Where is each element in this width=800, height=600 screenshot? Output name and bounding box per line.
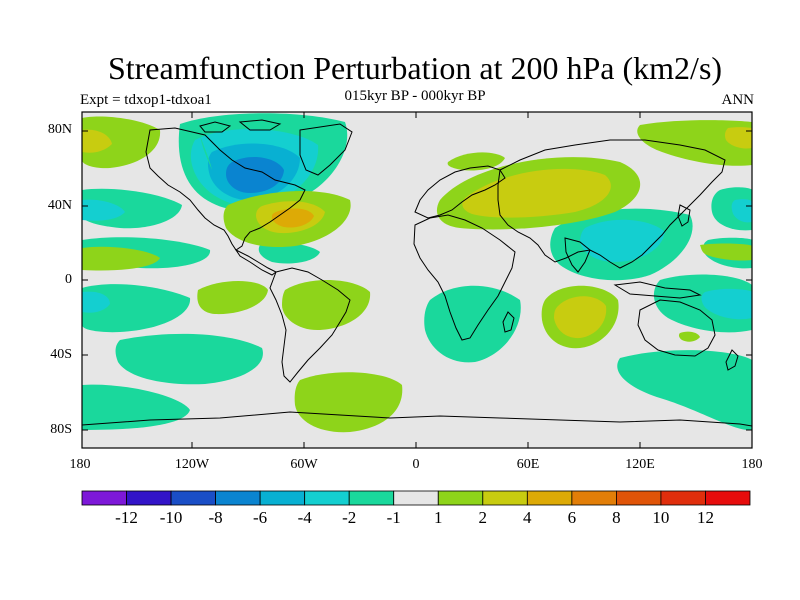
contour-pos-europe bbox=[447, 152, 505, 171]
colorbar-box bbox=[571, 490, 617, 506]
coast-australia bbox=[637, 299, 716, 357]
coast-south-america bbox=[269, 267, 351, 383]
coast-arctic-islands bbox=[199, 119, 282, 133]
contour-neg-north-pacific-inner bbox=[82, 199, 125, 221]
colorbar-box bbox=[170, 490, 217, 506]
contour-neg-north-america-center bbox=[226, 156, 284, 193]
lon-ticks bbox=[191, 112, 641, 448]
colorbar-box bbox=[705, 490, 751, 506]
coast-india bbox=[564, 237, 591, 273]
colorbar-box bbox=[215, 490, 261, 506]
contour-neg-nw-pacific-inner bbox=[731, 199, 752, 223]
lat-label-80n: 80N bbox=[47, 122, 72, 137]
contour-neg-south-pacific-west-inner bbox=[82, 291, 110, 313]
contour-pos-arctic-east bbox=[637, 120, 752, 166]
lon-label-60e: 60E bbox=[516, 457, 540, 472]
contour-pos-indian-ocean-inner bbox=[554, 296, 607, 339]
contour-pos-west-pacific-tropics bbox=[700, 243, 752, 261]
contour-neg-south-pacific-west bbox=[82, 284, 191, 333]
coast-north-america bbox=[145, 127, 306, 251]
colorbar-tick-label: 8 bbox=[612, 508, 621, 527]
colorbar-tick-label: -6 bbox=[253, 508, 268, 527]
contour-neg-southern-ocean-east bbox=[617, 350, 752, 431]
contour-fill-layer bbox=[82, 113, 752, 433]
contour-pos-arctic-east-inner bbox=[724, 127, 752, 149]
colorbar-box bbox=[81, 490, 127, 506]
coast-antarctica bbox=[82, 411, 752, 427]
colorbar-tick-label: -12 bbox=[115, 508, 138, 527]
lon-label-180w: 180 bbox=[69, 457, 91, 472]
colorbar-tick-label: -4 bbox=[297, 508, 312, 527]
colorbar-tick-label: -8 bbox=[208, 508, 223, 527]
lon-label-120e: 120E bbox=[625, 457, 655, 472]
contour-pos-arctic-west-inner bbox=[82, 129, 112, 153]
lon-label-180e: 180 bbox=[741, 457, 763, 472]
colorbar-tick-label: 2 bbox=[478, 508, 488, 527]
colorbar-box bbox=[348, 490, 395, 506]
lat-label-eq: 0 bbox=[65, 272, 72, 287]
colorbar-tick-label: 10 bbox=[652, 508, 670, 527]
contour-pos-eurasia-inner bbox=[462, 168, 611, 218]
colorbar-tick-label: 4 bbox=[523, 508, 532, 527]
colorbar-tick-label: 1 bbox=[434, 508, 443, 527]
contour-neg-asia-inner bbox=[580, 219, 665, 262]
coast-asia bbox=[497, 139, 726, 269]
colorbar bbox=[81, 490, 751, 506]
coast-africa bbox=[413, 214, 516, 341]
coast-madagascar bbox=[502, 311, 515, 333]
season-label: ANN bbox=[721, 92, 755, 108]
contour-neg-atlantic-band bbox=[200, 135, 212, 170]
contour-neg-southern-ocean-west bbox=[82, 384, 190, 430]
lon-label-0: 0 bbox=[412, 457, 420, 472]
lat-ticks bbox=[82, 130, 752, 431]
colorbar-box bbox=[660, 490, 706, 506]
contour-neg-australia-inner bbox=[701, 288, 752, 320]
contour-pos-south-america bbox=[282, 280, 371, 331]
colorbar-box bbox=[259, 490, 306, 506]
colorbar-tick-label: -1 bbox=[386, 508, 401, 527]
map-title: Streamfunction Perturbation at 200 hPa (… bbox=[107, 50, 723, 86]
contour-neg-south-atlantic bbox=[424, 285, 521, 363]
contour-neg-caribbean bbox=[258, 242, 320, 264]
coast-new-zealand bbox=[725, 349, 739, 371]
lon-label-60w: 60W bbox=[290, 457, 318, 472]
lon-label-120w: 120W bbox=[174, 457, 210, 472]
coastlines bbox=[82, 119, 752, 427]
colorbar-box bbox=[126, 490, 172, 506]
contour-pos-tropical-pacific bbox=[197, 281, 268, 315]
coast-greenland bbox=[299, 123, 353, 176]
colorbar-box bbox=[304, 490, 350, 506]
colorbar-tick-label: -10 bbox=[159, 508, 183, 527]
lat-label-80s: 80S bbox=[50, 422, 72, 437]
contour-neg-southern-south-america bbox=[115, 333, 263, 385]
coast-indonesia bbox=[613, 281, 702, 299]
coast-europe bbox=[414, 165, 506, 219]
colorbar-box bbox=[616, 490, 662, 506]
contour-pos-tropical-pacific-west bbox=[82, 246, 160, 271]
colorbar-box bbox=[482, 490, 528, 506]
colorbar-box bbox=[437, 490, 484, 506]
coast-central-america bbox=[234, 248, 277, 276]
contour-pos-tasman bbox=[678, 331, 700, 342]
lat-label-40s: 40S bbox=[50, 347, 72, 362]
period-label: 015kyr BP - 000kyr BP bbox=[344, 88, 486, 104]
contour-pos-arctic-west bbox=[82, 116, 161, 169]
colorbar-tick-label: 6 bbox=[567, 508, 577, 527]
lat-label-40n: 40N bbox=[47, 198, 72, 213]
colorbar-tick-label: -2 bbox=[342, 508, 357, 527]
colorbar-box bbox=[393, 490, 439, 506]
experiment-label: Expt = tdxop1-tdxoa1 bbox=[80, 92, 212, 108]
coast-japan bbox=[677, 204, 691, 227]
colorbar-box bbox=[526, 490, 573, 506]
colorbar-tick-label: 12 bbox=[697, 508, 714, 527]
